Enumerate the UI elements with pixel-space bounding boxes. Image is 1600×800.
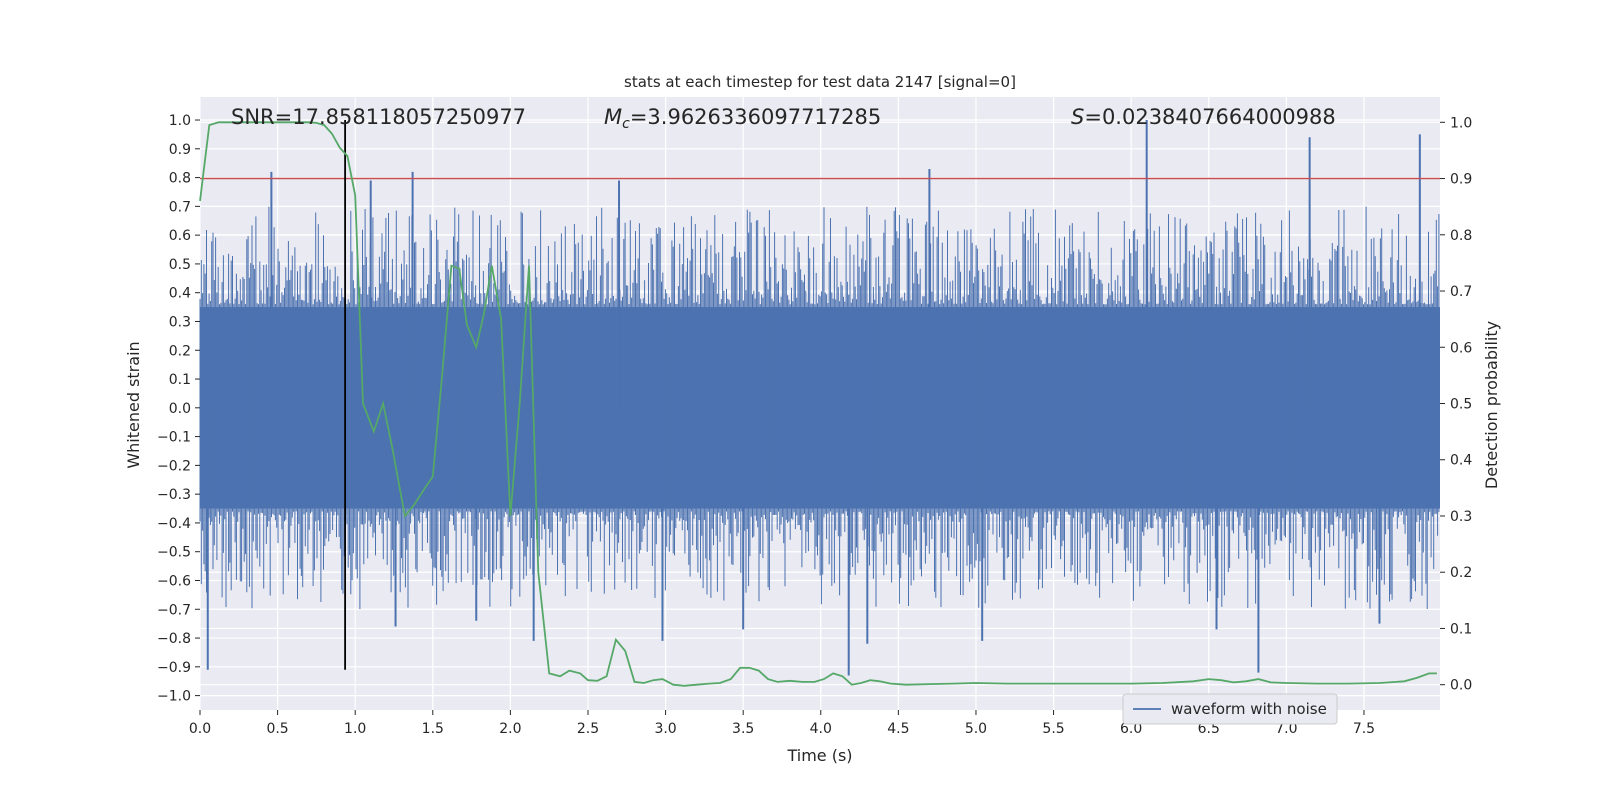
y-tick-label: −0.3 — [157, 487, 191, 503]
x-tick-label: 0.5 — [266, 721, 288, 737]
y-right-tick-label: 0.6 — [1450, 340, 1472, 356]
y-tick-label: 1.0 — [169, 113, 191, 129]
s-symbol: S — [1071, 105, 1084, 129]
x-tick-label: 3.0 — [654, 721, 676, 737]
y-right-tick-label: 0.0 — [1450, 678, 1472, 694]
y-tick-label: 0.6 — [169, 228, 191, 244]
x-tick-label: 6.5 — [1198, 721, 1220, 737]
y-right-tick-label: 0.7 — [1450, 284, 1472, 300]
y-tick-label: 0.0 — [169, 401, 191, 417]
x-tick-label: 1.0 — [344, 721, 366, 737]
y-tick-label: 0.5 — [169, 257, 191, 273]
legend: waveform with noise — [1122, 693, 1338, 725]
x-tick-label: 2.0 — [499, 721, 521, 737]
y-right-tick-label: 0.1 — [1450, 621, 1472, 637]
y-tick-label: 0.3 — [169, 314, 191, 330]
y-tick-label: 0.2 — [169, 343, 191, 359]
x-tick-label: 6.0 — [1120, 721, 1142, 737]
chart-title: stats at each timestep for test data 214… — [624, 73, 1016, 91]
waveform-noise — [199, 206, 1440, 610]
probability-series — [199, 121, 1437, 687]
y-tick-label: −0.6 — [157, 573, 191, 589]
x-axis: 0.0 0.5 1.0 1.5 2.0 2.5 3.0 3.5 4.0 4.5 5.0 5.5 6.0 6… — [189, 710, 1375, 737]
y-tick-label: −0.5 — [157, 545, 191, 561]
y-axis-left: 1.0 0.9 0.8 0.7 0.6 0.5 0.4 0.3 0.2 0.1 0.0 −0.1 −0.… — [157, 113, 200, 705]
y-tick-label: −0.4 — [157, 516, 191, 532]
x-tick-label: 0.0 — [189, 721, 211, 737]
mc-annotation: Mc=3.9626336097717285 — [604, 105, 881, 132]
y-right-tick-label: 0.8 — [1450, 228, 1472, 244]
y-tick-label: −1.0 — [157, 689, 191, 705]
y-tick-label: 0.7 — [169, 199, 191, 215]
y-tick-label: 0.9 — [169, 142, 191, 158]
y-tick-label: −0.8 — [157, 631, 191, 647]
y-tick-label: −0.2 — [157, 458, 191, 474]
x-tick-label: 2.5 — [577, 721, 599, 737]
y-right-tick-label: 1.0 — [1450, 115, 1472, 131]
y-tick-label: 0.4 — [169, 286, 191, 302]
y-right-tick-label: 0.9 — [1450, 172, 1472, 188]
mc-symbol: M — [604, 105, 622, 129]
s-value: =0.0238407664000988 — [1084, 105, 1335, 129]
overlay-lines — [200, 120, 1440, 670]
x-tick-label: 1.5 — [422, 721, 444, 737]
x-tick-label: 4.0 — [810, 721, 832, 737]
legend-label: waveform with noise — [1171, 700, 1327, 718]
s-annotation: S=0.0238407664000988 — [1071, 105, 1336, 129]
x-tick-label: 5.5 — [1042, 721, 1064, 737]
mc-subscript: c — [622, 116, 630, 132]
y-right-tick-label: 0.5 — [1450, 397, 1472, 413]
y-tick-label: −0.1 — [157, 430, 191, 446]
legend-box — [1122, 693, 1338, 725]
x-tick-label: 7.0 — [1275, 721, 1297, 737]
y-axis-right: 1.0 0.9 0.8 0.7 0.6 0.5 0.4 0.3 0.2 0.1 0.0 — [1440, 115, 1472, 694]
x-tick-label: 7.5 — [1353, 721, 1375, 737]
probability-line — [199, 121, 1437, 687]
y-tick-label: 0.1 — [169, 372, 191, 388]
y-axis-label-left: Whitened strain — [124, 341, 143, 468]
x-tick-label: 4.5 — [887, 721, 909, 737]
y-axis-label-right: Detection probability — [1482, 321, 1501, 489]
x-axis-label: Time (s) — [786, 746, 852, 765]
y-tick-label: −0.7 — [157, 602, 191, 618]
y-right-tick-label: 0.2 — [1450, 565, 1472, 581]
y-tick-label: −0.9 — [157, 660, 191, 676]
x-tick-label: 5.0 — [965, 721, 987, 737]
x-tick-label: 3.5 — [732, 721, 754, 737]
y-right-tick-label: 0.4 — [1450, 453, 1472, 469]
snr-annotation: SNR=17.858118057250977 — [231, 105, 526, 129]
y-right-tick-label: 0.3 — [1450, 509, 1472, 525]
mc-value: =3.9626336097717285 — [630, 105, 881, 129]
y-tick-label: 0.8 — [169, 171, 191, 187]
waveform-series — [199, 120, 1440, 676]
